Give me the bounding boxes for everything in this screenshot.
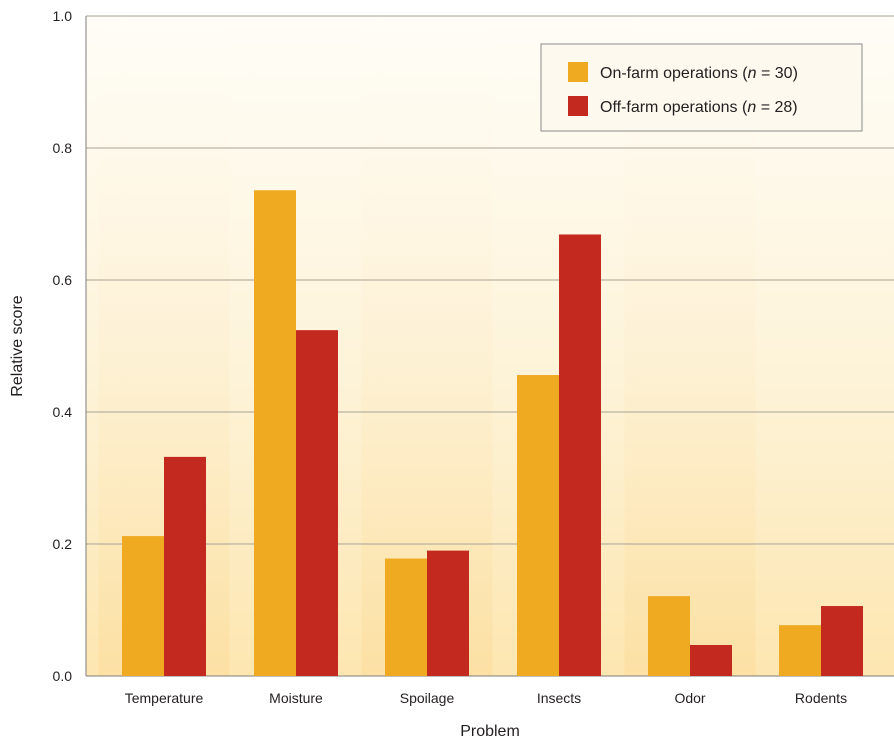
x-tick-label: Temperature bbox=[125, 690, 204, 706]
x-axis-title: Problem bbox=[460, 723, 520, 740]
bar bbox=[385, 558, 427, 676]
legend-label-on-farm: On-farm operations (n = 30) bbox=[600, 65, 798, 82]
bar bbox=[122, 536, 164, 676]
bar bbox=[164, 456, 206, 676]
x-tick-labels: Temperature Moisture Spoilage Insects Odor Ro… bbox=[125, 690, 847, 706]
y-tick-label: 0.8 bbox=[53, 140, 73, 156]
bar bbox=[821, 606, 863, 676]
bar bbox=[517, 375, 559, 676]
bar bbox=[427, 550, 469, 676]
legend: On-farm operations (n = 30) Off-farm ope… bbox=[540, 43, 863, 132]
x-tick-label: Spoilage bbox=[400, 690, 455, 706]
bar bbox=[559, 234, 601, 676]
gridlines bbox=[86, 15, 894, 677]
y-axis-title: Relative score bbox=[9, 295, 26, 396]
y-tick-label: 0.4 bbox=[53, 404, 73, 420]
bar bbox=[254, 190, 296, 677]
y-tick-labels: 0.0 0.2 0.4 0.6 0.8 1.0 bbox=[53, 8, 73, 684]
bar bbox=[690, 644, 732, 676]
x-tick-label: Insects bbox=[537, 690, 581, 706]
bar bbox=[779, 625, 821, 676]
y-tick-label: 1.0 bbox=[53, 8, 73, 24]
legend-swatch-off-farm bbox=[568, 96, 588, 116]
legend-box bbox=[540, 43, 863, 132]
legend-swatch-on-farm bbox=[568, 62, 588, 82]
x-tick-label: Moisture bbox=[269, 690, 323, 706]
x-tick-label: Odor bbox=[674, 690, 705, 706]
bars bbox=[122, 190, 863, 677]
legend-label-off-farm: Off-farm operations (n = 28) bbox=[600, 99, 798, 116]
y-tick-label: 0.2 bbox=[53, 536, 73, 552]
y-tick-label: 0.0 bbox=[53, 668, 73, 684]
bar bbox=[296, 330, 338, 676]
x-tick-label: Rodents bbox=[795, 690, 847, 706]
bar bbox=[648, 596, 690, 676]
y-tick-label: 0.6 bbox=[53, 272, 73, 288]
